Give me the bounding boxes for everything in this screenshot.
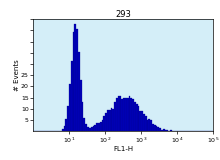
Bar (91, 127, 92, 131)
Bar (163, 129, 165, 131)
Bar (136, 104, 138, 131)
Bar (116, 98, 118, 131)
Bar (127, 98, 128, 131)
Bar (64, 126, 65, 131)
Bar (85, 124, 87, 131)
Bar (67, 106, 69, 131)
Bar (107, 110, 109, 131)
Bar (98, 123, 100, 131)
Bar (143, 114, 145, 131)
Bar (80, 80, 82, 131)
Bar (123, 98, 125, 131)
Bar (128, 96, 130, 131)
Bar (74, 24, 76, 131)
Bar (73, 32, 74, 131)
Bar (158, 128, 159, 131)
Bar (165, 130, 167, 131)
Bar (170, 130, 172, 131)
Bar (154, 125, 156, 131)
Bar (78, 52, 80, 131)
Bar (145, 116, 147, 131)
Bar (100, 122, 101, 131)
Bar (112, 109, 114, 131)
Y-axis label: # Events: # Events (14, 59, 20, 91)
Bar (89, 128, 91, 131)
Bar (82, 101, 83, 131)
Bar (101, 120, 103, 131)
Bar (141, 111, 143, 131)
Bar (159, 128, 161, 131)
Bar (62, 129, 64, 131)
Bar (110, 108, 112, 131)
X-axis label: FL1-H: FL1-H (113, 146, 133, 152)
Bar (83, 118, 85, 131)
Bar (125, 98, 127, 131)
Title: 293: 293 (115, 10, 131, 19)
Bar (147, 120, 148, 131)
Bar (139, 111, 141, 131)
Bar (130, 98, 132, 131)
Bar (134, 102, 136, 131)
Bar (69, 84, 71, 131)
Bar (118, 96, 119, 131)
Bar (96, 123, 98, 131)
Bar (87, 128, 89, 131)
Bar (121, 99, 123, 131)
Bar (138, 106, 139, 131)
Bar (71, 61, 73, 131)
Bar (105, 113, 107, 131)
Bar (156, 126, 158, 131)
Bar (94, 125, 96, 131)
Bar (114, 102, 116, 131)
Bar (65, 119, 67, 131)
Bar (109, 109, 110, 131)
Bar (152, 124, 154, 131)
Bar (148, 119, 150, 131)
Bar (161, 130, 163, 131)
Bar (167, 130, 168, 131)
Bar (76, 29, 78, 131)
Bar (103, 116, 105, 131)
Bar (150, 120, 152, 131)
Bar (119, 96, 121, 131)
Bar (92, 126, 94, 131)
Bar (132, 99, 134, 131)
